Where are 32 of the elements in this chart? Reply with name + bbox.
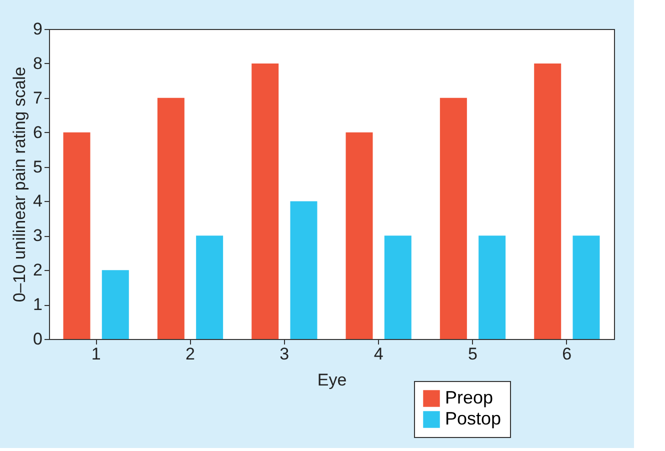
x-tick-label: 5	[468, 344, 478, 364]
y-tick-label: 8	[33, 54, 42, 73]
bar	[572, 236, 600, 339]
bar	[384, 236, 412, 339]
x-axis-title: Eye	[317, 370, 347, 390]
x-tick-label: 1	[91, 344, 101, 364]
y-tick-label: 9	[33, 20, 42, 38]
y-tick-label: 7	[33, 88, 42, 108]
bar	[534, 63, 562, 339]
y-tick-label: 2	[33, 260, 42, 280]
y-axis-title: 0–10 unilinear pain rating scale	[10, 66, 30, 302]
bar	[478, 236, 506, 339]
bar	[102, 270, 129, 339]
bar	[440, 98, 467, 339]
bar	[252, 63, 279, 339]
y-tick-label: 4	[33, 192, 42, 211]
x-tick-label: 4	[374, 344, 384, 364]
bar	[346, 132, 373, 339]
x-tick-label: 6	[562, 344, 572, 364]
y-tick-label: 0	[33, 330, 42, 348]
x-tick-label: 2	[186, 344, 195, 364]
legend-label: Postop	[445, 408, 502, 428]
y-tick-label: 1	[33, 295, 42, 314]
bar	[63, 132, 90, 339]
x-tick-label: 3	[280, 344, 290, 364]
y-tick-label: 5	[33, 157, 42, 176]
legend-label: Preop	[445, 388, 494, 408]
y-tick-label: 3	[33, 226, 42, 246]
y-tick-label: 6	[33, 122, 42, 142]
bar	[196, 236, 224, 339]
bar	[290, 201, 318, 339]
bar	[157, 98, 184, 339]
